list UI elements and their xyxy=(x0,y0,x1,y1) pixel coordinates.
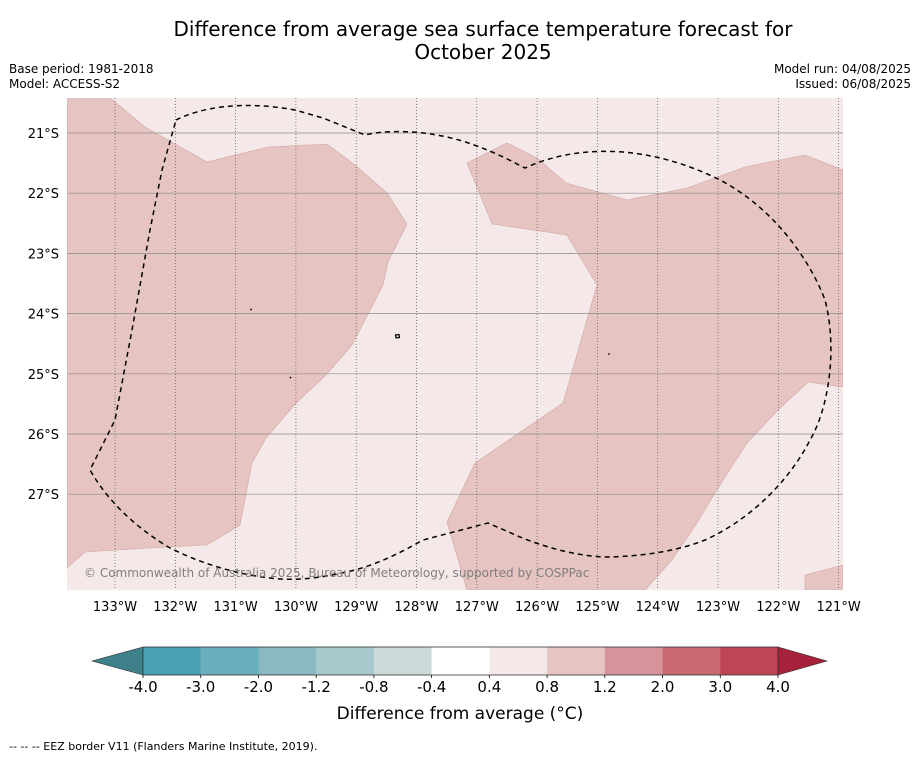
colorbar-segment xyxy=(662,647,721,675)
latitude-label: 22°S xyxy=(28,187,59,202)
colorbar-label: Difference from average (°C) xyxy=(336,704,584,724)
longitude-label: 124°W xyxy=(636,600,680,615)
anomaly-region-southeast xyxy=(804,564,843,590)
latitude-label: 26°S xyxy=(28,428,59,443)
model-run-text: Model run: 04/08/2025 xyxy=(773,62,911,76)
island-pitcairn xyxy=(394,333,401,339)
colorbar-frame xyxy=(142,646,779,676)
colorbar-tick-label: 3.0 xyxy=(708,678,732,696)
colorbar: -4.0 -3.0 -2.0 -1.2 -0.8 -0.4 0.4 0.8 1.2 2.0 3.0 4… xyxy=(90,646,829,696)
map-panel: 21°S22°S23°S24°S25°S26°S27°S 133°W 132°W 1… xyxy=(28,98,861,615)
meta-right: Model run: 04/08/2025 Issued: 06/08/2025 xyxy=(774,62,911,92)
colorbar-tick-label: -3.0 xyxy=(186,678,215,696)
colorbar-tick-label: 0.4 xyxy=(477,678,501,696)
colorbar-segment xyxy=(547,647,606,675)
base-period-text: Base period: 1981-2018 xyxy=(9,62,154,76)
colorbar-segment xyxy=(316,647,375,675)
colorbar-segment xyxy=(373,647,432,675)
longitude-label: 131°W xyxy=(214,600,258,615)
longitude-label: 122°W xyxy=(756,600,800,615)
title-line-2: October 2025 xyxy=(414,40,552,64)
eez-border-line xyxy=(89,104,832,581)
colorbar-under-arrow xyxy=(90,646,144,676)
graticule xyxy=(67,98,843,590)
latitude-label: 25°S xyxy=(28,368,59,383)
model-text: Model: ACCESS-S2 xyxy=(9,77,121,91)
colorbar-tick-label: 2.0 xyxy=(651,678,675,696)
longitude-label: 128°W xyxy=(394,600,438,615)
map-title: Difference from average sea surface temp… xyxy=(150,18,816,64)
latitude-label: 23°S xyxy=(28,247,59,262)
longitude-labels: 133°W 132°W 131°W 130°W 129°W 128°W 127°W 126°W… xyxy=(93,600,861,615)
colorbar-tick-label: 0.8 xyxy=(535,678,559,696)
latitude-label: 21°S xyxy=(28,127,59,142)
longitude-label: 121°W xyxy=(817,600,861,615)
title-line-1: Difference from average sea surface temp… xyxy=(173,17,793,41)
meta-left: Base period: 1981-2018 Model: ACCESS-S2 xyxy=(9,62,154,92)
anomaly-contours xyxy=(67,98,843,590)
colorbar-tick-label: -0.8 xyxy=(359,678,388,696)
island-small-2 xyxy=(289,376,292,379)
copyright-notice: © Commonwealth of Australia 2025, Bureau… xyxy=(84,566,589,580)
colorbar-tick-label: 4.0 xyxy=(766,678,790,696)
colorbar-tick-label: 1.2 xyxy=(593,678,617,696)
latitude-label: 27°S xyxy=(28,488,59,503)
eez-footnote: -- -- -- EEZ border V11 (Flanders Marine… xyxy=(9,740,318,753)
longitude-label: 123°W xyxy=(696,600,740,615)
colorbar-segment xyxy=(258,647,317,675)
colorbar-segment xyxy=(489,647,548,675)
longitude-label: 133°W xyxy=(93,600,137,615)
island-small-1 xyxy=(250,308,252,311)
longitude-label: 132°W xyxy=(153,600,197,615)
colorbar-segment xyxy=(200,647,259,675)
anomaly-region-east xyxy=(446,142,843,590)
island-small-3 xyxy=(608,353,610,355)
longitude-label: 126°W xyxy=(515,600,559,615)
longitude-label: 130°W xyxy=(274,600,318,615)
map-figure: 21°S22°S23°S24°S25°S26°S27°S 133°W 132°W 1… xyxy=(28,98,861,696)
colorbar-segment xyxy=(431,647,490,675)
anomaly-region-west xyxy=(67,98,408,569)
colorbar-tick-label: -2.0 xyxy=(244,678,273,696)
latitude-label: 24°S xyxy=(28,308,59,323)
colorbar-over-arrow xyxy=(777,646,829,676)
colorbar-tick-label: -1.2 xyxy=(302,678,331,696)
longitude-label: 127°W xyxy=(455,600,499,615)
colorbar-segment xyxy=(143,647,201,675)
longitude-label: 125°W xyxy=(575,600,619,615)
colorbar-tick-label: -0.4 xyxy=(417,678,446,696)
latitude-labels: 21°S 22°S 23°S 24°S 25°S 26°S 27°S xyxy=(28,127,59,503)
colorbar-tick-label: -4.0 xyxy=(128,678,157,696)
colorbar-segment xyxy=(604,647,663,675)
colorbar-segment xyxy=(720,647,779,675)
issued-text: Issued: 06/08/2025 xyxy=(795,77,911,91)
longitude-label: 129°W xyxy=(334,600,378,615)
